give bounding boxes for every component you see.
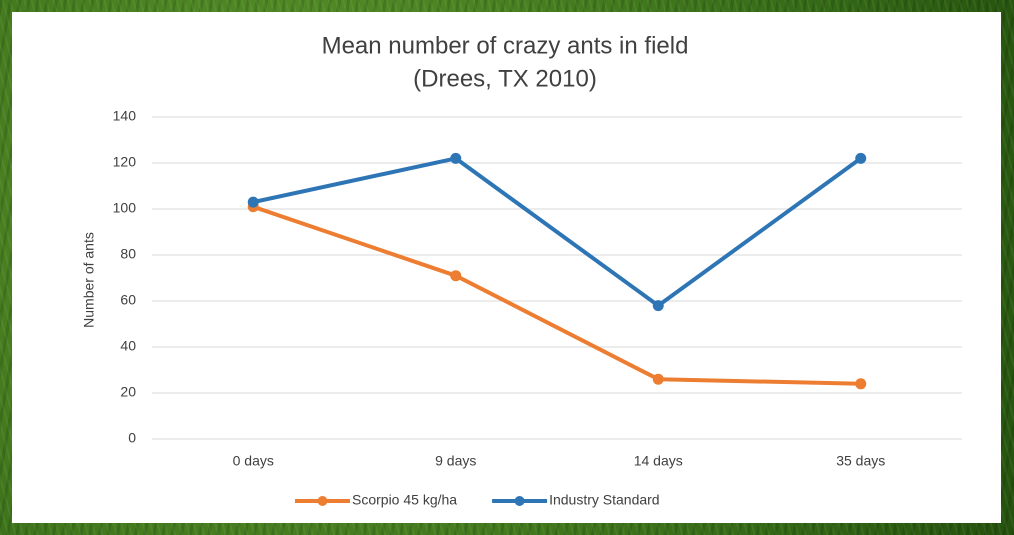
x-tick-label: 0 days [233,453,274,469]
legend-swatch-marker [515,496,525,506]
point [855,153,866,164]
chart: Mean number of crazy ants in field (Dree… [0,0,1014,535]
page: Mean number of crazy ants in field (Dree… [0,0,1014,535]
point [450,153,461,164]
y-tick-label: 60 [120,292,136,308]
y-tick-label: 0 [128,430,136,446]
x-tick-label: 14 days [634,453,683,469]
point [653,374,664,385]
y-tick-label: 120 [113,154,137,170]
chart-title: Mean number of crazy ants in field [322,32,689,59]
point [450,270,461,281]
legend-label: Scorpio 45 kg/ha [352,492,457,508]
point [855,378,866,389]
legend-swatch-marker [318,496,328,506]
y-tick-label: 40 [120,338,136,354]
legend-label: Industry Standard [549,492,660,508]
y-tick-label: 80 [120,246,136,262]
y-tick-label: 100 [113,200,137,216]
x-tick-label: 35 days [836,453,885,469]
point [653,300,664,311]
point [248,197,259,208]
y-tick-label: 20 [120,384,136,400]
y-tick-label: 140 [113,108,137,124]
chart-subtitle: (Drees, TX 2010) [413,65,597,92]
y-axis-title: Number of ants [81,232,97,328]
x-tick-label: 9 days [435,453,476,469]
